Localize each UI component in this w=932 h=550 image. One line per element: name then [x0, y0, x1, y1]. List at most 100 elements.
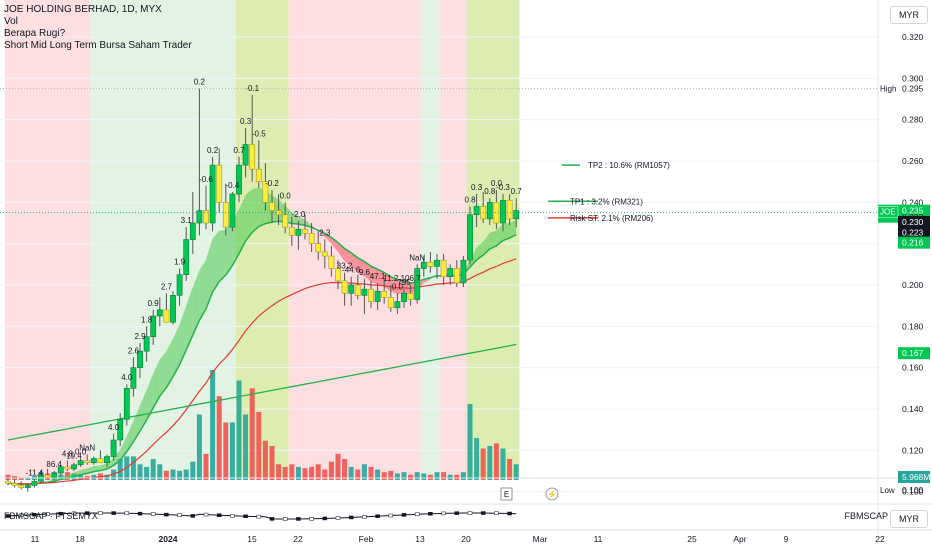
sub-panel-candle	[362, 515, 367, 519]
volume-bar	[500, 448, 506, 480]
x-tick-label: 13	[415, 534, 425, 544]
price-badge-4	[898, 226, 930, 239]
y-tick-label: 0.180	[902, 321, 924, 331]
background-zone-5	[334, 0, 421, 478]
ma-ribbon	[476, 241, 484, 260]
candle-body	[420, 261, 427, 269]
candle-body	[486, 202, 493, 220]
sub-panel-candle	[348, 515, 354, 520]
sub-panel-candle	[414, 512, 420, 517]
volume-bar	[282, 466, 288, 480]
volume-bar	[474, 438, 480, 480]
candle-annotation: 795	[397, 278, 411, 287]
candle-annotation: 0.9	[148, 299, 160, 308]
volume-bar	[216, 396, 222, 480]
candle-body	[427, 261, 434, 267]
price-badge-6	[898, 347, 930, 360]
volume-bar	[25, 477, 31, 480]
candle-body	[196, 210, 203, 224]
legend-volume[interactable]: Vol	[4, 16, 18, 27]
candle-body	[440, 259, 447, 278]
background-zone-7	[440, 0, 467, 478]
candle-body	[24, 485, 31, 488]
volume-bar	[394, 473, 400, 480]
ma-ribbon	[371, 266, 378, 285]
volume-bar	[467, 404, 473, 480]
ma-ribbon	[146, 373, 154, 420]
ma-ribbon	[377, 269, 385, 288]
price-label-name-8: Low	[880, 486, 895, 495]
candle-body	[282, 214, 289, 228]
sub-panel-candle	[5, 514, 11, 518]
candle-annotation: 0.0	[280, 191, 292, 200]
legend-indicator-2[interactable]: Short Mid Long Term Bursa Saham Trader	[4, 40, 192, 51]
candle-annotation: 0.7	[233, 146, 245, 155]
candle-body	[242, 144, 249, 166]
volume-bar	[124, 456, 130, 480]
candle-body	[71, 464, 77, 470]
candle-body	[269, 202, 275, 211]
candle-annotation: 0.3	[240, 117, 252, 126]
candle-body	[467, 214, 473, 261]
background-zone-6	[420, 0, 441, 478]
price-badge-5	[898, 236, 930, 249]
target-label-2: Risk ST: 2.1% (RM206)	[570, 214, 653, 223]
ma-ribbon	[470, 247, 477, 268]
volume-bar	[487, 445, 493, 480]
volume-bar	[421, 473, 427, 480]
sub-panel-candle	[124, 511, 130, 516]
volume-bar	[243, 414, 249, 480]
sub-panel-candle	[18, 513, 24, 518]
legend-indicator-1[interactable]: Berapa Rugi?	[4, 28, 66, 39]
sub-panel-candle	[269, 517, 275, 521]
y-tick-label: 0.140	[902, 404, 924, 414]
ma-ribbon	[245, 189, 253, 241]
candle-body	[110, 439, 117, 457]
ma-ribbon	[219, 229, 226, 282]
volume-bar	[427, 474, 433, 480]
ma-ribbon	[252, 187, 259, 233]
candle-annotation: 0.0	[491, 179, 503, 188]
candle-body	[203, 210, 209, 224]
candle-body	[453, 268, 460, 284]
sub-panel-currency-button[interactable]: MYR	[890, 510, 928, 528]
x-tick-label: 18	[75, 534, 85, 544]
sub-panel-candle	[480, 511, 486, 515]
volume-bar	[289, 464, 295, 480]
candle-body	[262, 181, 269, 203]
volume-bar	[375, 469, 381, 480]
candle-body	[308, 233, 315, 244]
sub-panel-candle	[230, 514, 235, 518]
candle-body	[77, 460, 84, 466]
sub-panel-candle	[71, 511, 77, 516]
sub-panel-candle	[45, 512, 50, 516]
candle-annotation: 2.3	[319, 229, 331, 238]
price-label-value-8: 0.100	[902, 485, 924, 495]
candle-annotation: NaN	[409, 253, 425, 262]
candle-body	[434, 259, 440, 267]
candle-annotation: 4.8	[62, 450, 74, 459]
volume-bar	[342, 459, 348, 480]
ma-ribbon	[351, 252, 358, 273]
candle-body	[387, 297, 394, 309]
ma-ribbon	[344, 248, 352, 267]
sub-panel-candle	[137, 511, 143, 516]
volume-bar	[223, 422, 229, 480]
price-label-value-4: 0.223	[902, 227, 924, 237]
sub-panel-candle	[494, 511, 499, 515]
lightning-icon-glyph: ⚡	[547, 489, 557, 499]
candle-body	[44, 474, 51, 478]
candle-body	[150, 315, 157, 337]
volume-bar	[249, 388, 255, 480]
legend-title[interactable]: JOE HOLDING BERHAD, 1D, MYX	[4, 4, 162, 15]
sub-panel-candle	[467, 511, 473, 515]
volume-bar	[163, 470, 169, 480]
volume-bar	[295, 466, 301, 480]
ma-ribbon	[159, 351, 167, 397]
ma-ribbon	[364, 261, 371, 283]
volume-bar	[309, 466, 315, 480]
sub-panel-candle	[177, 513, 182, 517]
currency-button[interactable]: MYR	[890, 6, 928, 24]
sub-panel-candle	[216, 513, 222, 517]
